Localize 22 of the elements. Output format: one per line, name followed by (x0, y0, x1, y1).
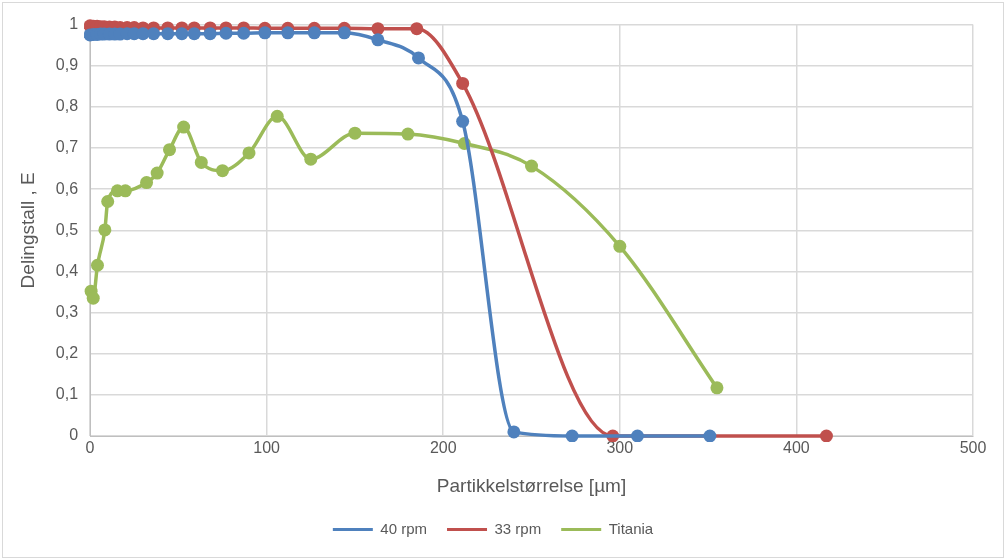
y-tick-label: 0,4 (55, 261, 79, 279)
legend-label: Titania (608, 519, 654, 537)
y-tick-label: 0,9 (55, 56, 79, 74)
y-tick-label: 0,2 (55, 344, 79, 362)
y-tick-label: 0,3 (55, 302, 79, 320)
y-tick-label: 0,7 (55, 138, 79, 156)
x-tick-label: 400 (783, 439, 810, 457)
y-axis-title: Delingstall , E (16, 172, 38, 289)
x-axis-title: Partikkelstørrelse [µm] (436, 474, 627, 496)
x-tick-label: 0 (85, 439, 95, 457)
y-tick-label: 0,8 (55, 97, 79, 115)
x-tick-label: 300 (606, 439, 634, 457)
y-tick-label: 0,6 (55, 179, 79, 197)
x-tick-label: 500 (959, 439, 987, 457)
y-tick-label: 0,5 (55, 220, 79, 238)
y-tick-label: 1 (69, 15, 79, 33)
x-tick-label: 100 (253, 439, 281, 457)
legend-label: 33 rpm (494, 519, 542, 537)
x-tick-label: 200 (429, 439, 457, 457)
y-tick-label: 0 (69, 426, 79, 444)
legend-label: 40 rpm (380, 519, 428, 537)
y-tick-label: 0,1 (55, 385, 79, 403)
